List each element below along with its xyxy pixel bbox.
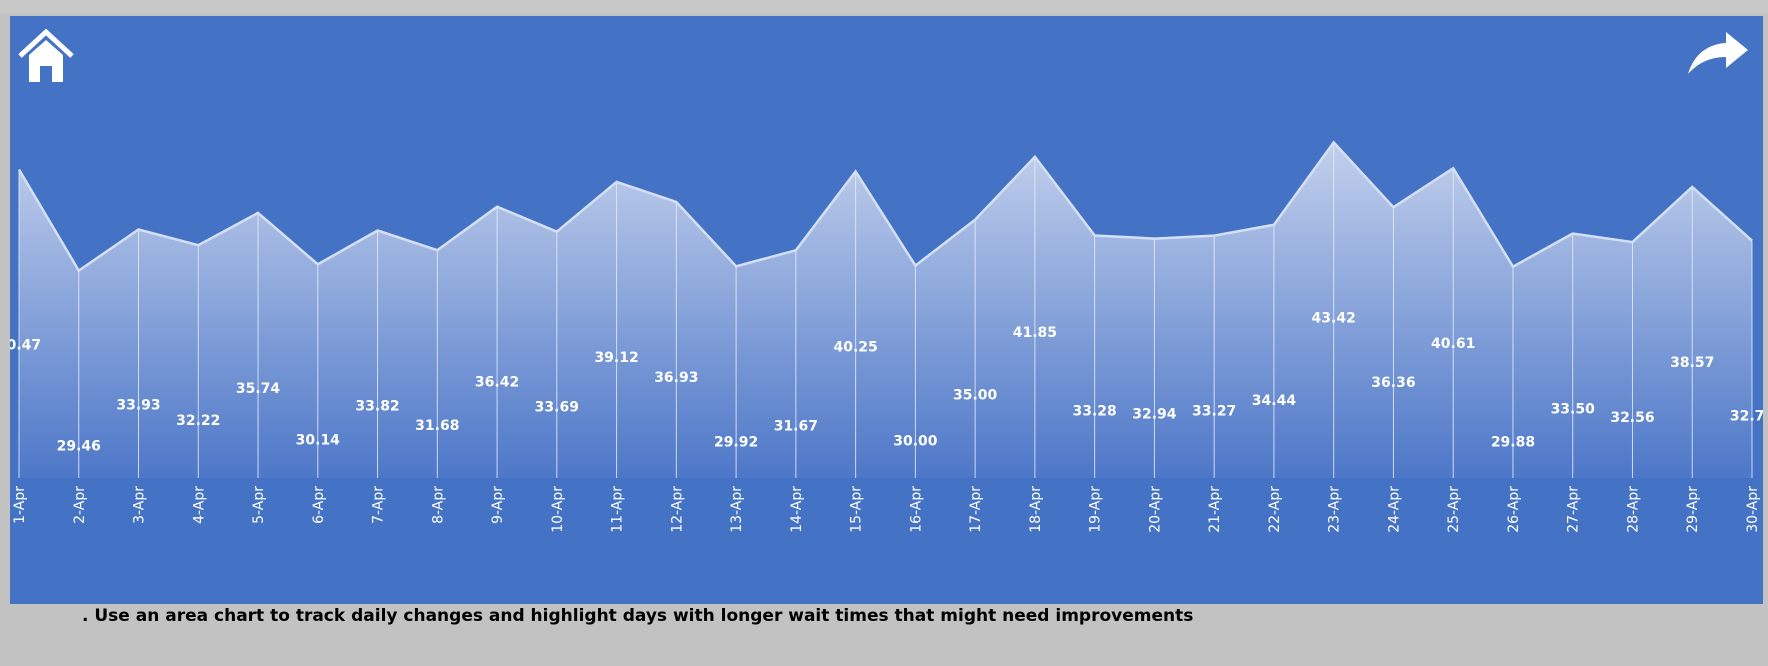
- x-tick-label: 14-Apr: [789, 486, 805, 533]
- data-label: 36.42: [475, 375, 519, 391]
- data-label: 40.25: [833, 340, 877, 356]
- series-line-layer: [17, 140, 1753, 273]
- data-label: 34.44: [1252, 393, 1297, 409]
- chart-area[interactable]: 40.47 29.46 33.93 32.22 35.74 30.14 33.82 31.68…: [10, 16, 1763, 604]
- x-tick-label: 27-Apr: [1566, 486, 1582, 533]
- x-tick-label: 7-Apr: [371, 486, 387, 524]
- spreadsheet-grid-strip: [0, 0, 1768, 14]
- x-tick-label: 29-Apr: [1685, 486, 1701, 533]
- x-tick-label: 9-Apr: [490, 486, 506, 524]
- x-tick-label: 25-Apr: [1446, 486, 1462, 533]
- data-label: 33.28: [1073, 403, 1117, 419]
- data-label: 29.46: [57, 439, 101, 455]
- data-label: 40.61: [1431, 336, 1475, 352]
- drop-lines-layer: [18, 142, 1753, 478]
- x-tick-label: 15-Apr: [849, 486, 865, 533]
- area-chart: 40.47 29.46 33.93 32.22 35.74 30.14 33.82 31.68…: [10, 140, 1763, 533]
- x-tick-label: 17-Apr: [968, 486, 984, 533]
- x-axis-tick-labels: 1-Apr 2-Apr 3-Apr 4-Apr 5-Apr 6-Apr 7-Apr 8-Apr…: [12, 486, 1761, 533]
- data-label: 33.69: [535, 400, 579, 416]
- x-tick-label: 23-Apr: [1327, 486, 1343, 533]
- data-label: 29.88: [1491, 435, 1535, 451]
- area-series-layer: [19, 142, 1752, 478]
- x-tick-label: 18-Apr: [1028, 486, 1044, 533]
- data-label: 29.92: [714, 434, 758, 450]
- data-label: 33.82: [355, 399, 399, 415]
- data-label: 39.12: [594, 350, 638, 366]
- data-label: 32.22: [176, 413, 220, 429]
- area-fill: [19, 142, 1752, 478]
- data-label: 38.57: [1670, 355, 1714, 371]
- x-tick-label: 21-Apr: [1207, 486, 1223, 533]
- x-tick-label: 10-Apr: [550, 486, 566, 533]
- data-label: 35.00: [953, 388, 998, 404]
- x-tick-label: 1-Apr: [12, 486, 28, 524]
- x-tick-label: 19-Apr: [1088, 486, 1104, 533]
- data-label: 33.93: [116, 398, 160, 414]
- data-label: 31.68: [415, 418, 459, 434]
- data-label: 36.93: [654, 370, 698, 386]
- data-label: 32.56: [1610, 410, 1654, 426]
- share-arrow-icon[interactable]: [1686, 26, 1750, 82]
- x-tick-label: 12-Apr: [669, 486, 685, 533]
- data-label: 33.27: [1192, 404, 1236, 420]
- x-tick-label: 5-Apr: [251, 486, 267, 524]
- x-tick-label: 4-Apr: [191, 486, 207, 524]
- data-label: 31.67: [774, 418, 818, 434]
- data-label: 35.74: [236, 381, 281, 397]
- series-line: [17, 140, 1753, 273]
- x-tick-label: 2-Apr: [72, 486, 88, 524]
- x-tick-label: 20-Apr: [1147, 486, 1163, 533]
- chart-caption: . Use an area chart to track daily chang…: [82, 606, 1194, 626]
- data-label: 41.85: [1013, 325, 1057, 341]
- x-tick-label: 6-Apr: [311, 486, 327, 524]
- data-label: 33.50: [1551, 401, 1596, 417]
- data-label: 43.42: [1312, 310, 1356, 326]
- x-tick-label: 22-Apr: [1267, 486, 1283, 533]
- x-tick-label: 16-Apr: [908, 486, 924, 533]
- home-icon[interactable]: [16, 26, 76, 86]
- x-tick-label: 24-Apr: [1386, 486, 1402, 533]
- data-label: 30.14: [296, 432, 341, 448]
- x-tick-label: 28-Apr: [1625, 486, 1641, 533]
- x-tick-label: 11-Apr: [610, 486, 626, 533]
- data-label: 32.71: [1730, 409, 1763, 425]
- data-label: 30.00: [893, 434, 938, 450]
- x-tick-label: 3-Apr: [132, 486, 148, 524]
- data-labels-layer: 40.47 29.46 33.93 32.22 35.74 30.14 33.82 31.68…: [10, 310, 1763, 454]
- x-tick-label: 13-Apr: [729, 486, 745, 533]
- x-tick-label: 26-Apr: [1506, 486, 1522, 533]
- x-tick-label: 30-Apr: [1745, 486, 1761, 533]
- data-label: 40.47: [10, 337, 41, 353]
- x-tick-label: 8-Apr: [430, 486, 446, 524]
- data-label: 32.94: [1132, 407, 1177, 423]
- data-label: 36.36: [1371, 375, 1415, 391]
